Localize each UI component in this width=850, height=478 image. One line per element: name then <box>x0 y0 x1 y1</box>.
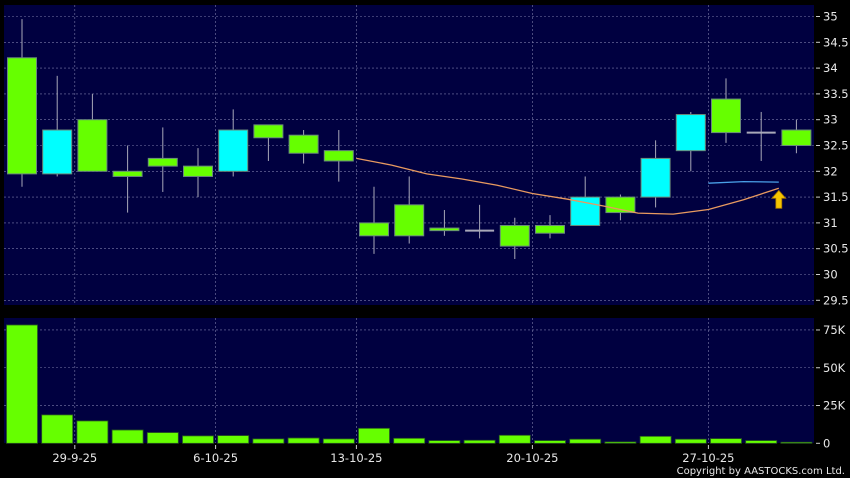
volume-bar <box>534 440 566 444</box>
candle-down <box>394 204 425 237</box>
candle-down <box>147 157 178 167</box>
candle-down <box>605 196 636 214</box>
price-tick-label: 32.5 <box>823 139 849 153</box>
moving-average-line-2 <box>708 180 779 184</box>
candle-down <box>535 224 565 234</box>
candle-up <box>675 114 706 152</box>
volume-bar <box>463 439 496 444</box>
candle-down <box>288 134 319 154</box>
price-tick-label: 33.5 <box>823 87 849 101</box>
volume-bar <box>41 414 74 444</box>
candle-up <box>640 157 671 198</box>
volume-tick-label: 50K <box>823 361 846 375</box>
volume-bar <box>569 438 602 444</box>
candle-down <box>7 57 37 175</box>
volume-panel <box>4 318 814 443</box>
volume-bar <box>604 441 637 444</box>
price-tick-label: 29.5 <box>823 293 849 307</box>
volume-bars <box>6 324 813 444</box>
price-tick-label: 34.5 <box>823 35 849 49</box>
price-tick-label: 35 <box>823 10 838 24</box>
moving-average-lines <box>356 157 787 215</box>
volume-bar <box>76 420 109 444</box>
price-tick-label: 33 <box>823 113 838 127</box>
volume-bar <box>428 440 461 444</box>
candle-down <box>77 119 108 172</box>
up-arrow-icon <box>770 189 787 209</box>
candle-down <box>359 222 389 237</box>
date-label: 6-10-25 <box>193 451 238 465</box>
volume-bar <box>6 324 38 444</box>
candlesticks <box>7 19 812 260</box>
date-label: 29-9-25 <box>52 451 97 465</box>
copyright-text: Copyright by AASTOCKS.com Ltd. <box>677 466 845 477</box>
volume-tick-label: 25K <box>823 399 846 413</box>
candle-down <box>183 165 213 177</box>
price-tick-label: 30 <box>823 268 838 282</box>
volume-bar <box>287 437 320 444</box>
candle-down <box>429 227 460 232</box>
date-label: 20-10-25 <box>506 451 558 465</box>
price-tick-label: 31.5 <box>823 190 849 204</box>
volume-tick-label: 75K <box>823 323 846 337</box>
candle-up <box>570 196 601 226</box>
price-tick-label: 31 <box>823 216 838 230</box>
candle-down <box>499 224 530 247</box>
volume-bar <box>322 438 355 444</box>
volume-bar <box>252 438 285 444</box>
volume-bar <box>358 427 390 444</box>
candle-up <box>218 129 249 172</box>
axis-labels: 35 34.5 34 33.5 33 32.5 32 31.5 31 30.5 30 29.5 75K 5… <box>52 10 848 466</box>
volume-bar <box>182 435 214 444</box>
candle-down <box>711 98 741 134</box>
volume-bar <box>217 435 250 444</box>
price-panel <box>4 5 814 305</box>
volume-bar <box>146 432 179 444</box>
volume-bar <box>674 438 707 444</box>
price-tick-label: 34 <box>823 61 838 75</box>
volume-bar <box>639 435 672 444</box>
volume-bar <box>393 437 426 444</box>
candle-down <box>253 124 284 139</box>
volume-bar <box>111 429 144 444</box>
candle-up <box>42 129 73 175</box>
candle-down <box>323 150 354 162</box>
volume-bar <box>780 441 813 444</box>
date-label: 13-10-25 <box>330 451 382 465</box>
price-tick-label: 30.5 <box>823 242 849 256</box>
candle-down <box>112 170 143 177</box>
date-label: 27-10-25 <box>682 451 734 465</box>
volume-bar <box>498 434 531 444</box>
volume-bar <box>710 438 742 444</box>
candle-down <box>781 129 812 147</box>
volume-bar <box>745 440 778 444</box>
price-tick-label: 32 <box>823 164 838 178</box>
moving-average-line <box>356 157 780 215</box>
volume-tick-label: 0 <box>823 436 830 450</box>
